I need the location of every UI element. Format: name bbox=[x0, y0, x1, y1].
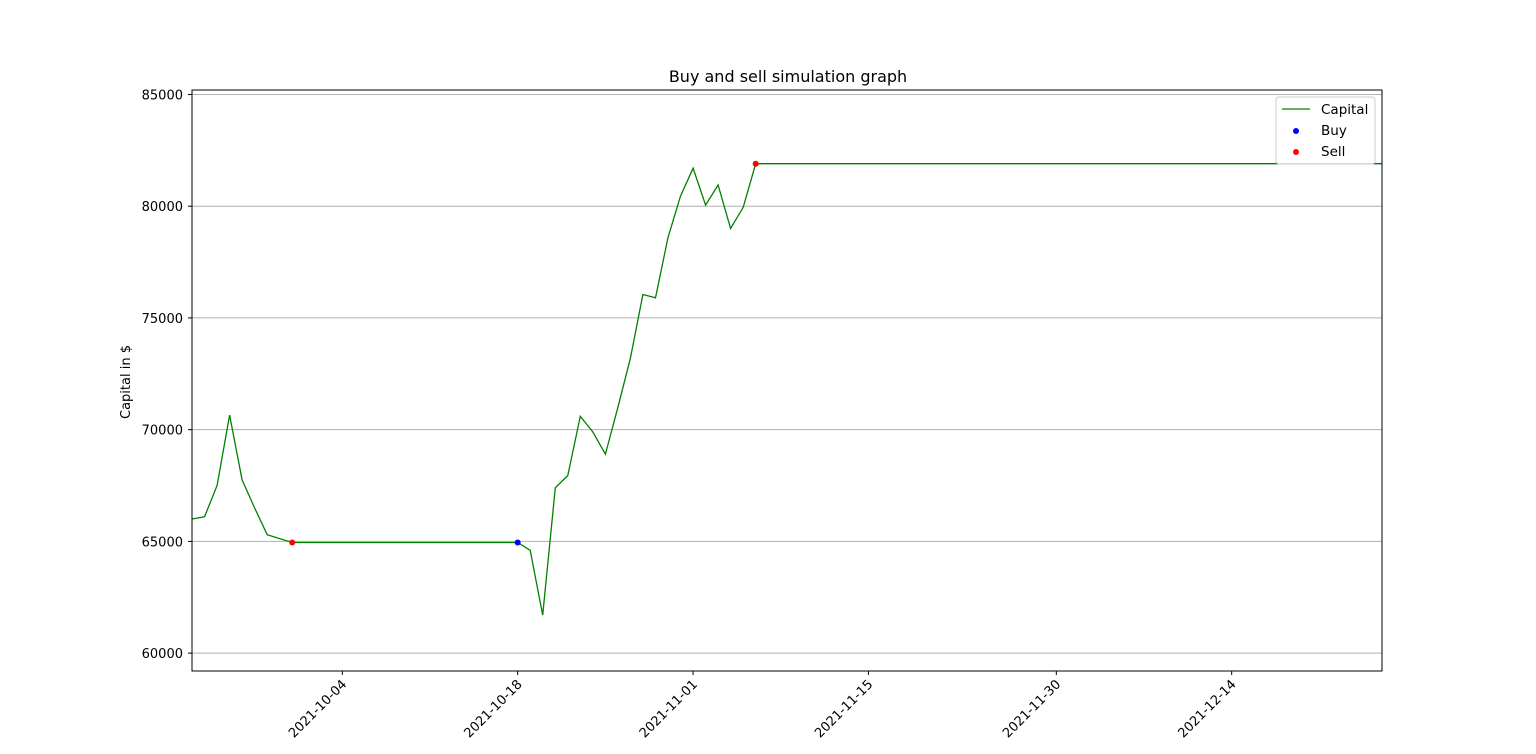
x-tick-label: 2021-12-14 bbox=[1175, 677, 1239, 741]
x-tick-label: 2021-11-30 bbox=[1000, 677, 1064, 741]
y-tick-label: 75000 bbox=[142, 312, 183, 327]
sell-marker bbox=[752, 160, 759, 167]
x-tick-label: 2021-10-04 bbox=[286, 677, 350, 741]
legend-buy-label: Buy bbox=[1321, 123, 1347, 139]
y-tick-label: 70000 bbox=[142, 424, 183, 439]
x-tick-label: 2021-11-01 bbox=[637, 677, 701, 741]
chart-title: Buy and sell simulation graph bbox=[669, 67, 907, 86]
x-tick-label: 2021-10-18 bbox=[461, 677, 525, 741]
buy-marker bbox=[514, 539, 521, 546]
y-tick-label: 65000 bbox=[142, 535, 183, 550]
y-tick-label: 80000 bbox=[142, 200, 183, 215]
x-tick-label: 2021-11-15 bbox=[812, 677, 876, 741]
plot-frame bbox=[191, 89, 1383, 672]
legend-sell-swatch bbox=[1293, 149, 1299, 155]
tick-layer: 60000 65000 70000 75000 80000 85000 2021-10-04… bbox=[142, 88, 1240, 741]
legend-box bbox=[1275, 96, 1376, 165]
y-tick-label: 60000 bbox=[142, 647, 183, 662]
sell-marker bbox=[289, 539, 296, 546]
capital-line bbox=[192, 163, 1382, 616]
legend-sell-label: Sell bbox=[1321, 144, 1345, 160]
grid-layer bbox=[192, 93, 1382, 654]
data-layer bbox=[192, 160, 1382, 616]
legend-capital-label: Capital bbox=[1321, 102, 1368, 118]
legend: Capital Buy Sell bbox=[1275, 96, 1376, 165]
legend-buy-swatch bbox=[1293, 128, 1299, 134]
y-tick-label: 85000 bbox=[142, 88, 183, 103]
y-axis-label: Capital in $ bbox=[119, 345, 134, 419]
